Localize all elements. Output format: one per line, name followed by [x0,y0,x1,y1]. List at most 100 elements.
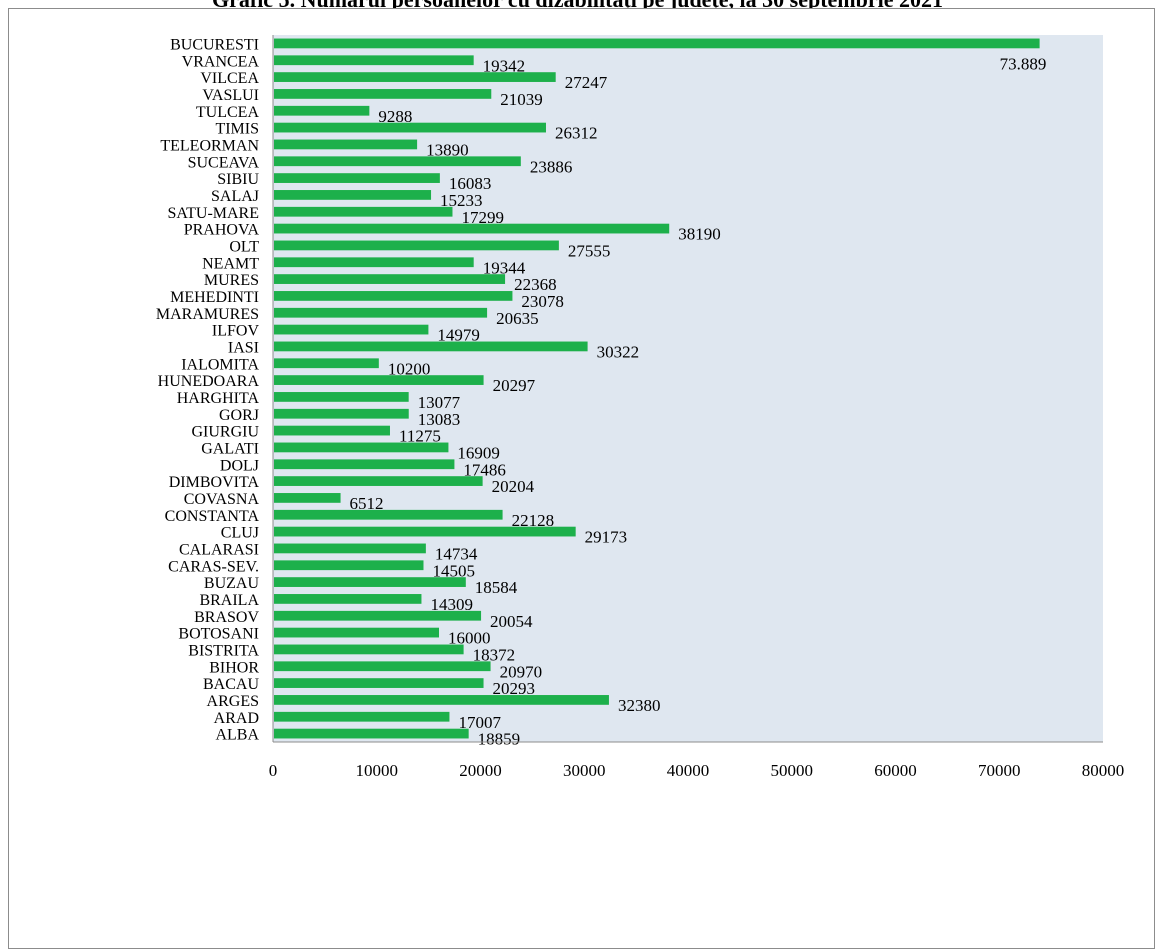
bar [274,55,474,66]
category-label: MEHEDINTI [170,289,259,306]
bar [274,408,409,419]
data-label: 20293 [493,679,536,698]
data-label: 10200 [388,359,431,378]
x-tick-label: 40000 [667,761,710,780]
category-label: BACAU [203,676,259,693]
category-label: CALARASI [179,541,259,558]
bar [274,206,453,217]
bar [274,695,609,705]
data-label: 38190 [678,225,721,244]
category-label: DOLJ [220,457,259,474]
data-label: 13890 [426,140,469,159]
category-label: BOTOSANI [178,626,259,643]
category-label: CONSTANTA [165,508,260,525]
data-label: 6512 [350,494,384,513]
data-label: 26312 [555,124,598,143]
data-label: 14505 [432,561,475,580]
data-label: 29173 [585,528,628,547]
data-label: 21039 [500,90,543,109]
category-label: HARGHITA [177,390,260,407]
data-label: 20635 [496,309,539,328]
bar [274,240,559,251]
bar [274,509,503,520]
bar [274,307,488,318]
data-label: 17486 [463,460,506,479]
bar [274,38,1040,49]
data-label: 14309 [430,595,473,614]
x-tick-label: 30000 [563,761,606,780]
data-label: 19342 [483,56,525,75]
category-label: IALOMITA [181,356,259,373]
category-label: BIHOR [209,659,259,676]
bar [274,476,483,486]
data-label: 18372 [473,645,516,664]
data-label: 23078 [521,292,564,311]
bar [274,711,450,722]
data-label: 19344 [483,258,526,277]
data-label: 18584 [475,578,518,597]
data-label: 16083 [449,174,492,193]
x-tick-label: 60000 [874,761,917,780]
bar [274,223,670,234]
bar [274,375,484,385]
x-tick-label: 50000 [771,761,814,780]
category-labels-group: BUCURESTIVRANCEAVILCEAVASLUITULCEATIMIST… [156,36,260,743]
data-label: 20054 [490,612,533,631]
data-label: 18859 [478,730,520,749]
category-label: IASI [228,339,259,356]
data-label: 27555 [568,241,611,260]
category-label: BRASOV [194,609,259,626]
bar [274,560,424,571]
bar [274,324,429,335]
data-label: 14734 [435,544,478,563]
x-tick-label: 10000 [356,761,399,780]
category-label: CARAS-SEV. [168,558,259,575]
bar [274,89,492,99]
category-label: BUCURESTI [170,36,259,53]
bar [274,594,422,604]
bar [274,257,474,268]
category-label: BISTRITA [188,642,259,659]
data-label: 13083 [418,410,461,429]
bar [274,341,588,352]
category-label: SUCEAVA [188,154,260,171]
data-label: 22368 [514,275,557,294]
data-label: 23886 [530,157,573,176]
bar [274,577,466,587]
data-label: 17299 [461,208,504,227]
bar [274,442,449,453]
bar [274,493,341,503]
bar [274,173,440,183]
bar [274,459,455,470]
bar [274,728,469,739]
category-label: SATU-MARE [167,205,259,222]
data-label: 14979 [437,326,480,345]
bar [274,291,513,301]
data-label: 16909 [457,443,500,462]
category-label: CLUJ [221,525,259,542]
category-label: GORJ [219,407,259,424]
category-label: NEAMT [202,255,259,272]
category-label: OLT [229,238,259,255]
category-label: COVASNA [184,491,260,508]
category-label: TELEORMAN [160,137,259,154]
bar [274,358,379,369]
category-label: ALBA [215,727,259,744]
x-tick-label: 80000 [1082,761,1125,780]
bar-labels-group: 73.889 19342 27247 21039 9288 26312 13890 23886… [350,54,1047,748]
data-label: 13077 [418,393,461,412]
category-label: SALAJ [211,188,259,205]
category-label: BRAILA [199,592,259,609]
category-label: VASLUI [202,87,259,104]
data-label: 15233 [440,191,483,210]
x-tick-label: 20000 [459,761,502,780]
bar [274,122,546,133]
category-label: MURES [204,272,259,289]
category-label: MARAMURES [156,306,259,323]
category-label: PRAHOVA [184,222,260,239]
category-label: ARAD [214,710,259,727]
data-label: 9288 [378,107,412,126]
bar [274,190,432,200]
x-tick-label: 70000 [978,761,1021,780]
